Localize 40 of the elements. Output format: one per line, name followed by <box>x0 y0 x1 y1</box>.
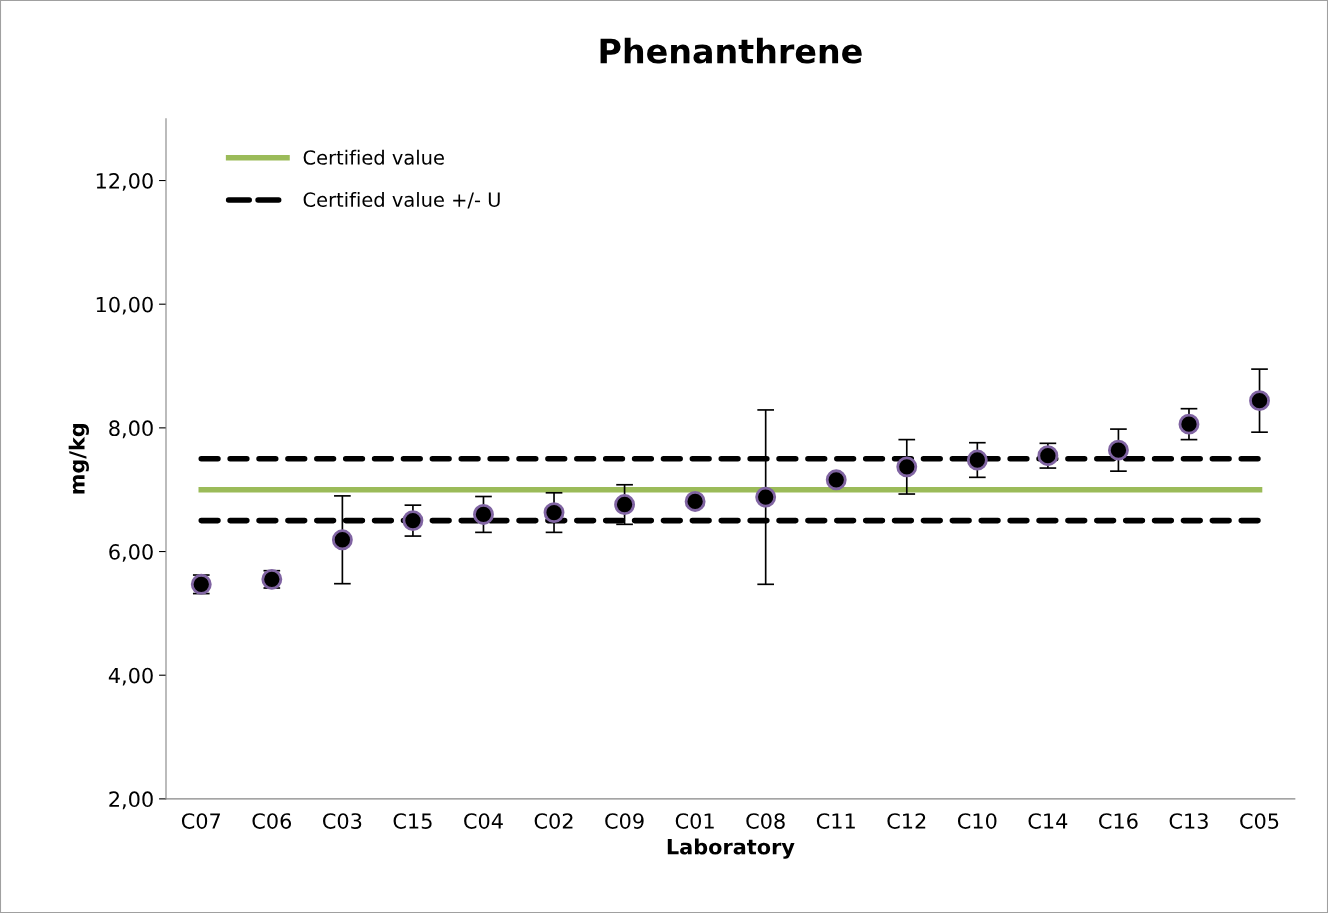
point <box>473 503 494 525</box>
point <box>1249 390 1270 412</box>
point <box>1178 413 1200 435</box>
y-tick-label: 12,00 <box>96 172 153 191</box>
point <box>684 491 706 512</box>
point <box>896 456 918 478</box>
chart-title: Phenanthrene <box>600 37 862 64</box>
y-tick-label: 8,00 <box>109 420 153 439</box>
point <box>543 502 565 524</box>
x-tick-label: C10 <box>957 813 997 829</box>
point <box>614 494 636 515</box>
x-tick-label: C05 <box>1240 813 1279 829</box>
x-tick-label: C03 <box>323 813 362 829</box>
x-tick-label: C15 <box>393 813 432 829</box>
y-tick-label: 4,00 <box>108 667 153 686</box>
x-tick-label: C16 <box>1099 813 1138 829</box>
point <box>825 469 847 491</box>
x-tick-label: C12 <box>887 813 926 829</box>
point <box>755 486 777 508</box>
y-axis-title: mg/kg <box>68 424 89 494</box>
point <box>331 529 353 551</box>
x-tick-label: C07 <box>181 813 221 829</box>
x-tick-label: C02 <box>534 813 573 829</box>
point <box>402 510 424 532</box>
point <box>1107 439 1129 461</box>
x-axis-title: Laboratory <box>667 838 795 859</box>
x-tick-label: C06 <box>252 813 292 829</box>
y-tick-label: 6,00 <box>109 543 153 562</box>
x-tick-label: C04 <box>464 813 503 829</box>
x-tick-label: C01 <box>675 813 714 829</box>
legend-label: Certified value <box>303 149 444 165</box>
y-tick-label: 10,00 <box>96 296 153 315</box>
x-tick-label: C11 <box>816 813 855 829</box>
x-tick-label: C09 <box>605 813 644 829</box>
point <box>966 449 988 471</box>
y-tick-label: 2,00 <box>109 791 153 810</box>
x-tick-label: C13 <box>1169 813 1208 829</box>
x-tick-label: C14 <box>1028 813 1068 829</box>
x-tick-label: C08 <box>746 813 785 829</box>
legend-label: Certified value +/- U <box>303 191 500 209</box>
